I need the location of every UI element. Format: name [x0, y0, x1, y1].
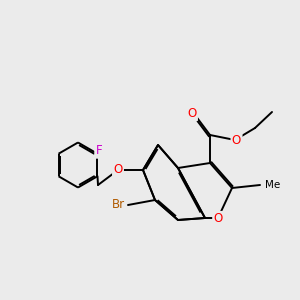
Text: Me: Me: [265, 180, 280, 190]
Text: O: O: [213, 212, 223, 225]
Text: O: O: [113, 164, 123, 176]
Text: Me: Me: [265, 180, 280, 190]
Text: O: O: [232, 134, 241, 146]
Text: O: O: [188, 107, 196, 120]
Text: Br: Br: [112, 199, 125, 212]
Text: O: O: [232, 134, 241, 146]
Text: O: O: [113, 164, 123, 176]
Text: F: F: [96, 144, 102, 157]
Text: F: F: [96, 144, 102, 157]
Text: Br: Br: [112, 199, 125, 212]
Text: O: O: [188, 107, 196, 120]
